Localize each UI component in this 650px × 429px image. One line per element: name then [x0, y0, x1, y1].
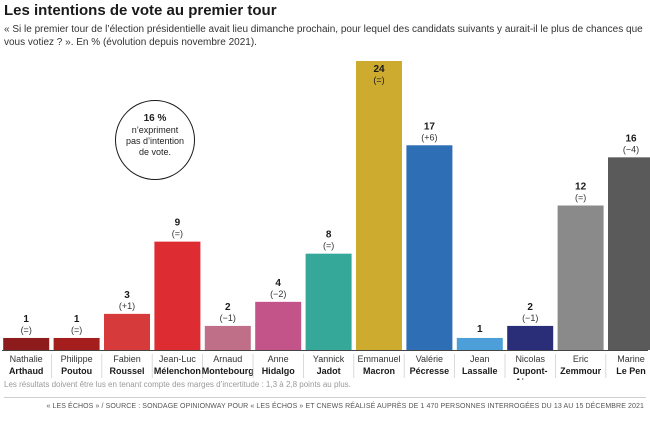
- data-label: 16: [625, 133, 637, 144]
- category-last-name: Poutou: [61, 366, 92, 376]
- bar: [356, 61, 402, 350]
- category-last-name: Roussel: [109, 366, 144, 376]
- category-first-name: Nicolas: [515, 354, 545, 364]
- bar: [507, 325, 554, 350]
- change-label: (+6): [421, 132, 437, 142]
- category-first-name: Nathalie: [10, 354, 43, 364]
- data-label: 24: [373, 64, 385, 75]
- data-label: 1: [23, 314, 29, 325]
- change-label: (=): [21, 325, 32, 335]
- category-last-name: Zemmour: [560, 366, 602, 376]
- category-first-name: Eric: [573, 354, 589, 364]
- category-last-name: Pécresse: [410, 366, 450, 376]
- category-first-name: Anne: [268, 354, 289, 364]
- bar: [204, 325, 251, 350]
- change-label: (=): [172, 229, 183, 239]
- data-label: 1: [477, 324, 483, 335]
- change-label: (=): [373, 75, 384, 85]
- change-label: (=): [71, 325, 82, 335]
- category-first-name: Emmanuel: [357, 354, 400, 364]
- callout-text: n’expriment pas d’intention de vote.: [125, 125, 185, 157]
- no-vote-intention-callout: 16 % n’expriment pas d’intention de vote…: [115, 100, 195, 180]
- category-first-name: Jean-Luc: [159, 354, 197, 364]
- source-line: « LES ÉCHOS » / SOURCE : SONDAGE OPINION…: [46, 403, 644, 410]
- bar: [305, 253, 352, 350]
- change-label: (−2): [270, 289, 286, 299]
- footer-divider: [4, 397, 646, 398]
- category-first-name: Philippe: [61, 354, 93, 364]
- bar: [406, 145, 453, 350]
- category-last-name: Jadot: [317, 366, 341, 376]
- change-label: (−4): [623, 144, 639, 154]
- category-first-name: Jean: [470, 354, 490, 364]
- category-last-name: Lassalle: [462, 366, 498, 376]
- data-label: 2: [527, 302, 533, 313]
- bar: [53, 337, 100, 350]
- data-label: 12: [575, 182, 587, 193]
- bar: [255, 301, 302, 350]
- change-label: (−1): [220, 313, 236, 323]
- category-first-name: Fabien: [113, 354, 141, 364]
- data-label: 4: [275, 278, 281, 289]
- category-last-name: Le Pen: [616, 366, 646, 376]
- data-label: 8: [326, 230, 332, 241]
- category-last-name: Montebourg: [202, 366, 254, 376]
- bar: [3, 337, 50, 350]
- bar: [557, 205, 604, 350]
- change-label: (+1): [119, 301, 135, 311]
- change-label: (=): [575, 193, 586, 203]
- bar: [154, 241, 201, 350]
- category-last-name: Hidalgo: [262, 366, 296, 376]
- chart-title: Les intentions de vote au premier tour: [4, 2, 277, 19]
- category-first-name: Valérie: [416, 354, 443, 364]
- data-label: 3: [124, 290, 130, 301]
- change-label: (−1): [522, 313, 538, 323]
- data-label: 9: [175, 218, 181, 229]
- category-last-name: Macron: [363, 366, 395, 376]
- bar: [456, 337, 503, 350]
- category-first-name: Yannick: [313, 354, 345, 364]
- chart-subtitle: « Si le premier tour de l’élection prési…: [4, 24, 643, 48]
- margin-note: Les résultats doivent être lus en tenant…: [4, 380, 351, 389]
- category-first-name: Marine: [617, 354, 645, 364]
- bar-chart: 1(=)NathalieArthaud1(=)PhilippePoutou3(+…: [2, 61, 650, 380]
- data-label: 2: [225, 302, 231, 313]
- callout-value: 16 %: [143, 113, 167, 124]
- bar: [104, 313, 150, 350]
- category-last-name: Mélenchon: [154, 366, 201, 376]
- category-last-name: Arthaud: [9, 366, 44, 376]
- bar: [608, 157, 650, 350]
- category-last-name: Dupont-: [513, 366, 547, 376]
- category-first-name: Arnaud: [213, 354, 242, 364]
- change-label: (=): [323, 241, 334, 251]
- data-label: 1: [74, 314, 80, 325]
- data-label: 17: [424, 121, 436, 132]
- category-last-name: Aignan: [515, 377, 546, 380]
